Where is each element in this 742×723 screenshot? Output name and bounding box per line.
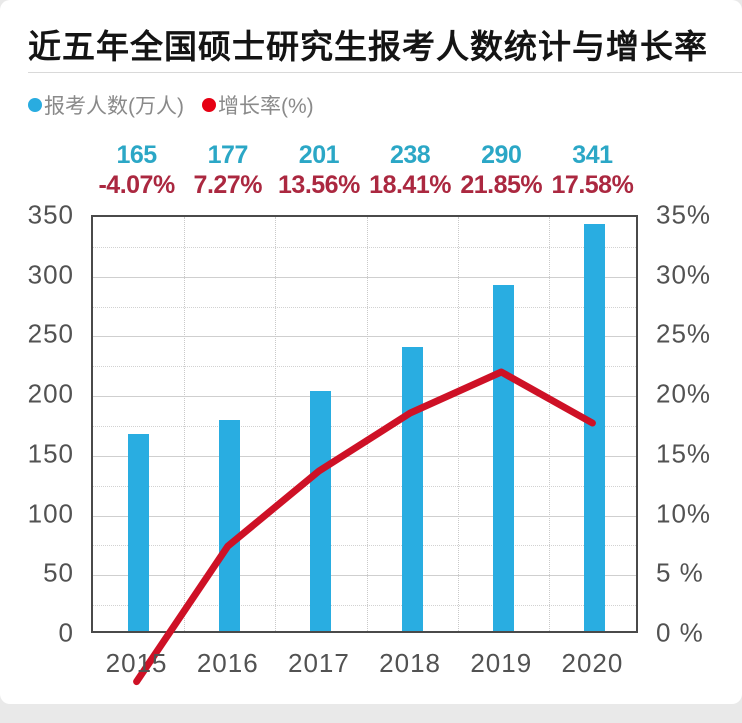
horizontal-gridline — [93, 545, 636, 547]
applicants-dot-icon — [28, 98, 42, 112]
legend-label: 增长率(%) — [218, 95, 314, 118]
right-axis-tick: 25% — [656, 318, 712, 349]
right-axis-tick: 10% — [656, 498, 712, 529]
horizontal-gridline — [93, 455, 636, 457]
left-axis-tick: 100 — [27, 498, 74, 529]
right-axis-tick: 35% — [656, 199, 712, 230]
bar-2020 — [583, 223, 605, 631]
growth-rate-value-label: 13.56% — [278, 171, 360, 199]
horizontal-gridline — [93, 426, 636, 427]
horizontal-gridline — [93, 485, 636, 487]
legend-label: 报考人数(万人) — [44, 95, 184, 118]
x-axis-label-2019: 2019 — [470, 648, 533, 678]
x-axis-label-2015: 2015 — [105, 648, 168, 678]
bar-2016 — [219, 419, 241, 631]
applicants-value-label: 177 — [207, 141, 249, 169]
horizontal-gridline — [93, 515, 636, 517]
page-title: 近五年全国硕士研究生报考人数统计与增长率 — [28, 28, 708, 65]
vertical-gridline — [366, 217, 368, 631]
right-axis-tick: 15% — [656, 438, 712, 469]
right-axis-tick: 0 % — [656, 617, 704, 648]
applicants-value-label: 290 — [481, 141, 522, 169]
horizontal-gridline — [93, 605, 636, 607]
vertical-gridline — [548, 217, 550, 631]
x-axis-label-2016: 2016 — [196, 648, 259, 678]
left-axis-tick: 250 — [27, 318, 74, 349]
x-axis-label-2020: 2020 — [561, 648, 624, 678]
growth-rate-value-label: 18.41% — [369, 171, 451, 199]
horizontal-gridline — [93, 276, 636, 278]
legend: 报考人数(万人) 增长率(%) — [28, 90, 314, 120]
applicants-value-label: 201 — [298, 141, 340, 169]
x-axis-label-2018: 2018 — [379, 648, 441, 678]
horizontal-gridline — [93, 396, 636, 398]
right-axis-tick: 30% — [656, 259, 712, 290]
growth-rate-dot-icon — [202, 98, 216, 112]
title-divider — [28, 72, 742, 73]
vertical-gridline — [457, 217, 459, 631]
left-axis-tick: 350 — [27, 199, 74, 230]
horizontal-gridline — [93, 575, 636, 577]
applicants-value-label: 165 — [116, 141, 157, 169]
horizontal-gridline — [93, 336, 636, 338]
right-axis-tick: 20% — [656, 378, 712, 409]
growth-rate-value-label: 17.58% — [551, 171, 634, 199]
vertical-gridline — [184, 217, 186, 631]
left-axis-tick: 300 — [27, 259, 74, 290]
left-axis-tick: 200 — [27, 378, 74, 409]
legend-item-growth-rate: 增长率(%) — [202, 90, 314, 120]
plot-area — [91, 215, 638, 633]
left-axis-tick: 50 — [43, 557, 74, 588]
bar-2017 — [310, 390, 332, 631]
legend-item-applicants: 报考人数(万人) — [28, 90, 184, 120]
bar-2015 — [128, 433, 150, 631]
applicants-value-label: 341 — [572, 141, 613, 169]
left-axis-tick: 0 — [58, 617, 74, 648]
horizontal-gridline — [93, 366, 636, 368]
bar-2018 — [401, 346, 423, 631]
growth-rate-value-label: 21.85% — [460, 171, 543, 199]
horizontal-gridline — [93, 306, 636, 308]
right-axis-tick: 5 % — [656, 557, 704, 588]
vertical-gridline — [275, 217, 277, 631]
left-axis-tick: 150 — [27, 438, 74, 469]
horizontal-gridline — [93, 246, 636, 248]
applicants-value-label: 238 — [389, 141, 431, 169]
growth-rate-value-label: 7.27% — [193, 171, 263, 199]
bar-2019 — [492, 284, 514, 631]
x-axis-label-2017: 2017 — [287, 648, 350, 678]
growth-rate-value-label: -4.07% — [98, 171, 175, 199]
